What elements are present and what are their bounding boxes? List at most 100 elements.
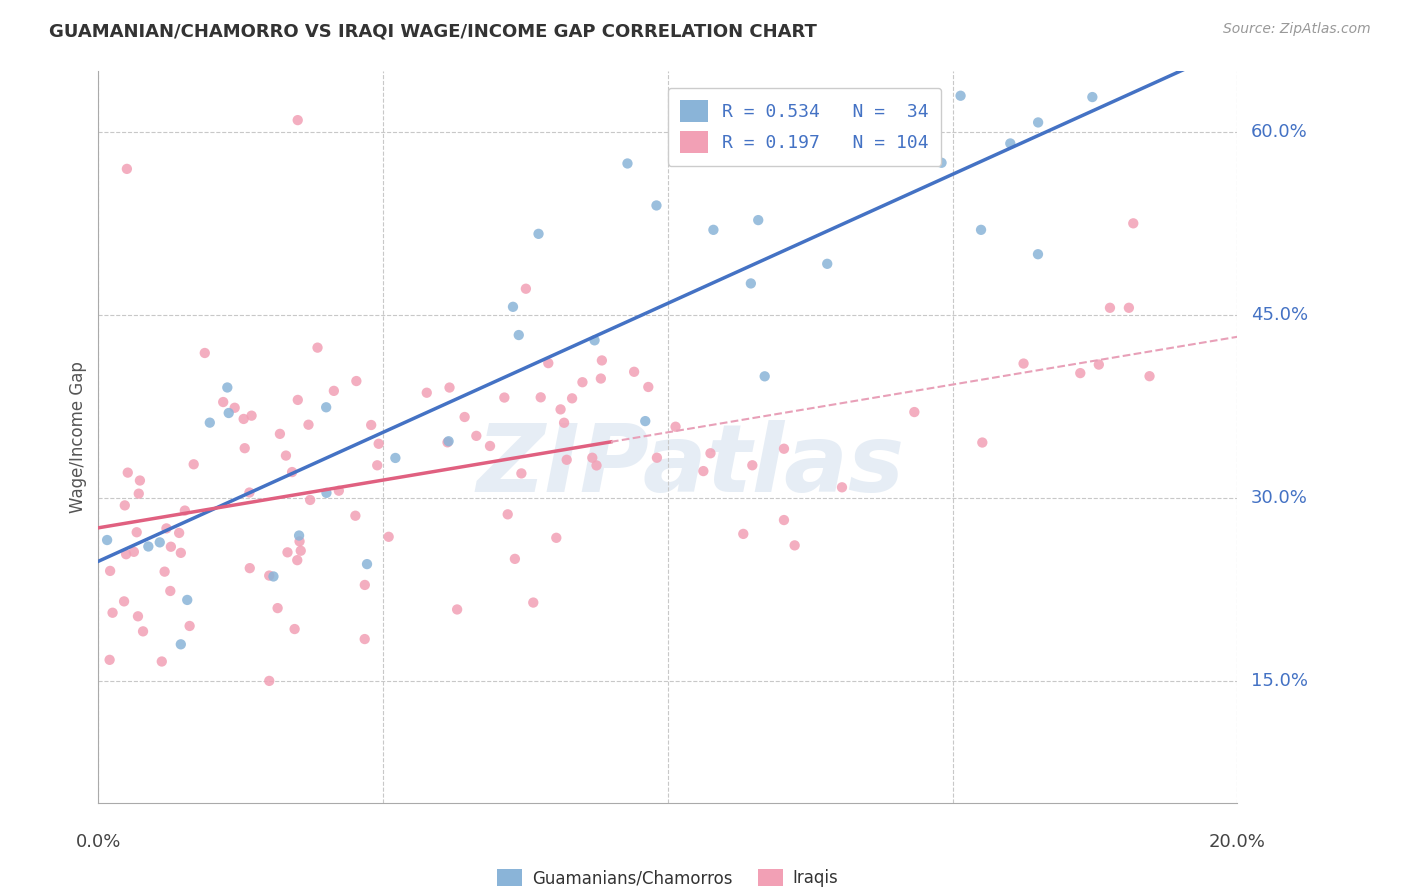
Point bbox=[173, 503, 195, 517]
Point bbox=[101, 606, 124, 620]
Legend: Guamanians/Chamorros, Iraqis: Guamanians/Chamorros, Iraqis bbox=[491, 863, 845, 892]
Point bbox=[98, 564, 121, 578]
Point bbox=[149, 535, 172, 549]
Point bbox=[328, 483, 350, 498]
Point bbox=[344, 508, 367, 523]
Point bbox=[132, 624, 155, 639]
Point bbox=[831, 480, 853, 494]
Point bbox=[218, 406, 240, 420]
Point bbox=[224, 401, 246, 415]
Point bbox=[465, 429, 488, 443]
Point bbox=[307, 341, 329, 355]
Point bbox=[773, 442, 796, 456]
Point bbox=[138, 540, 160, 554]
Point bbox=[128, 486, 150, 500]
Point bbox=[217, 380, 239, 394]
Text: 0.0%: 0.0% bbox=[76, 833, 121, 851]
Point bbox=[692, 464, 714, 478]
Point bbox=[699, 446, 721, 460]
Point bbox=[446, 602, 468, 616]
Point bbox=[754, 369, 776, 384]
Point bbox=[366, 458, 388, 473]
Point bbox=[269, 426, 291, 441]
Point bbox=[274, 449, 297, 463]
Point bbox=[150, 655, 173, 669]
Text: 30.0%: 30.0% bbox=[1251, 489, 1308, 507]
Point bbox=[733, 527, 755, 541]
Point bbox=[127, 609, 149, 624]
Point bbox=[583, 334, 606, 348]
Point bbox=[115, 161, 138, 176]
Point bbox=[437, 434, 460, 449]
Point bbox=[453, 409, 475, 424]
Point bbox=[1000, 136, 1022, 151]
Point bbox=[571, 375, 593, 389]
Point bbox=[281, 465, 304, 479]
Text: 45.0%: 45.0% bbox=[1251, 306, 1309, 324]
Point bbox=[747, 213, 769, 227]
Point bbox=[1069, 366, 1091, 380]
Point bbox=[436, 435, 458, 450]
Point bbox=[949, 88, 972, 103]
Y-axis label: Wage/Income Gap: Wage/Income Gap bbox=[69, 361, 87, 513]
Point bbox=[527, 227, 550, 241]
Point bbox=[353, 578, 375, 592]
Point bbox=[170, 546, 193, 560]
Point bbox=[1026, 115, 1049, 129]
Point bbox=[322, 384, 344, 398]
Point bbox=[546, 531, 568, 545]
Point bbox=[239, 561, 262, 575]
Point bbox=[553, 416, 575, 430]
Point bbox=[634, 414, 657, 428]
Point bbox=[288, 534, 311, 549]
Point bbox=[637, 380, 659, 394]
Point bbox=[176, 593, 198, 607]
Point bbox=[508, 328, 530, 343]
Point bbox=[159, 584, 181, 599]
Point bbox=[702, 223, 724, 237]
Point bbox=[740, 277, 762, 291]
Point bbox=[290, 543, 312, 558]
Point bbox=[117, 466, 139, 480]
Point bbox=[114, 499, 136, 513]
Point bbox=[259, 673, 281, 688]
Point bbox=[170, 637, 193, 651]
Point bbox=[297, 417, 319, 432]
Point bbox=[970, 223, 993, 237]
Point bbox=[344, 374, 367, 388]
Point bbox=[212, 395, 235, 409]
Point bbox=[287, 113, 309, 128]
Point bbox=[287, 392, 309, 407]
Point bbox=[115, 547, 138, 561]
Point bbox=[155, 521, 177, 535]
Point bbox=[783, 538, 806, 552]
Point bbox=[1118, 301, 1140, 315]
Point bbox=[561, 392, 583, 406]
Point bbox=[931, 155, 953, 169]
Point bbox=[129, 474, 152, 488]
Point bbox=[285, 553, 308, 567]
Point bbox=[623, 365, 645, 379]
Point bbox=[479, 439, 502, 453]
Point bbox=[183, 458, 205, 472]
Point bbox=[550, 402, 572, 417]
Point bbox=[96, 533, 118, 547]
Point bbox=[581, 450, 603, 465]
Point bbox=[510, 467, 533, 481]
Point bbox=[238, 485, 260, 500]
Point bbox=[522, 596, 544, 610]
Point bbox=[502, 300, 524, 314]
Point bbox=[616, 156, 638, 170]
Point bbox=[125, 525, 148, 540]
Point bbox=[972, 435, 994, 450]
Point bbox=[645, 450, 668, 465]
Point bbox=[645, 198, 668, 212]
Point bbox=[815, 257, 838, 271]
Point bbox=[167, 525, 190, 540]
Point bbox=[353, 632, 375, 646]
Point bbox=[160, 540, 183, 554]
Point bbox=[360, 417, 382, 432]
Text: Source: ZipAtlas.com: Source: ZipAtlas.com bbox=[1223, 22, 1371, 37]
Point bbox=[315, 486, 337, 500]
Point bbox=[439, 380, 461, 394]
